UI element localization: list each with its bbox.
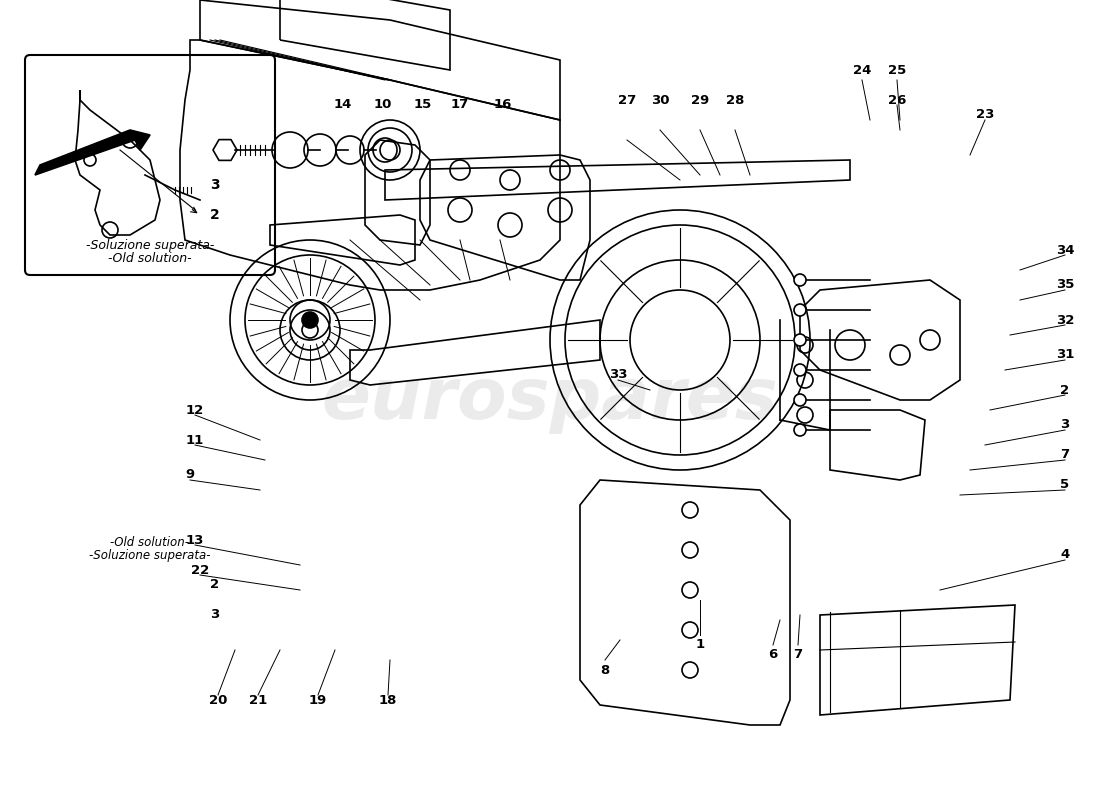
Text: 17: 17 [451, 98, 469, 111]
Text: 19: 19 [309, 694, 327, 706]
Text: 4: 4 [1060, 549, 1069, 562]
Text: 7: 7 [1060, 449, 1069, 462]
Text: 3: 3 [1060, 418, 1069, 431]
Text: 32: 32 [1056, 314, 1075, 326]
Text: -Old solution-: -Old solution- [110, 535, 189, 549]
Text: 3: 3 [210, 178, 220, 192]
Circle shape [794, 394, 806, 406]
Text: 27: 27 [618, 94, 636, 106]
Text: 6: 6 [769, 649, 778, 662]
Text: 11: 11 [186, 434, 205, 446]
Text: 20: 20 [209, 694, 228, 706]
Circle shape [794, 364, 806, 376]
Circle shape [302, 312, 318, 328]
Text: 16: 16 [494, 98, 513, 111]
Text: 13: 13 [186, 534, 205, 546]
Text: 35: 35 [1056, 278, 1075, 291]
Text: 21: 21 [249, 694, 267, 706]
Text: -Old solution-: -Old solution- [108, 251, 191, 265]
Text: 18: 18 [378, 694, 397, 706]
Text: 23: 23 [976, 109, 994, 122]
Text: 14: 14 [333, 98, 352, 111]
Circle shape [794, 334, 806, 346]
Circle shape [794, 304, 806, 316]
Text: 9: 9 [186, 469, 195, 482]
Text: -Soluzione superata-: -Soluzione superata- [89, 549, 211, 562]
Text: 10: 10 [374, 98, 393, 111]
Text: 3: 3 [210, 609, 220, 622]
Text: 15: 15 [414, 98, 432, 111]
Text: 12: 12 [186, 403, 205, 417]
FancyBboxPatch shape [25, 55, 275, 275]
Text: 26: 26 [888, 94, 906, 106]
Text: 5: 5 [1060, 478, 1069, 491]
Text: 2: 2 [210, 578, 220, 591]
Circle shape [794, 424, 806, 436]
Text: 34: 34 [1056, 243, 1075, 257]
Polygon shape [35, 130, 150, 175]
Text: 33: 33 [608, 369, 627, 382]
Text: 30: 30 [651, 94, 669, 106]
Text: 24: 24 [852, 63, 871, 77]
Text: 22: 22 [191, 563, 209, 577]
Text: 7: 7 [793, 649, 803, 662]
Text: 25: 25 [888, 63, 906, 77]
Text: 31: 31 [1056, 349, 1075, 362]
Text: 28: 28 [726, 94, 745, 106]
Text: 2: 2 [1060, 383, 1069, 397]
Text: 2: 2 [210, 208, 220, 222]
Circle shape [794, 274, 806, 286]
Text: -Soluzione superata-: -Soluzione superata- [86, 238, 214, 251]
Text: 1: 1 [695, 638, 705, 651]
Text: 29: 29 [691, 94, 710, 106]
Text: eurospares: eurospares [321, 366, 779, 434]
Text: 8: 8 [601, 663, 609, 677]
